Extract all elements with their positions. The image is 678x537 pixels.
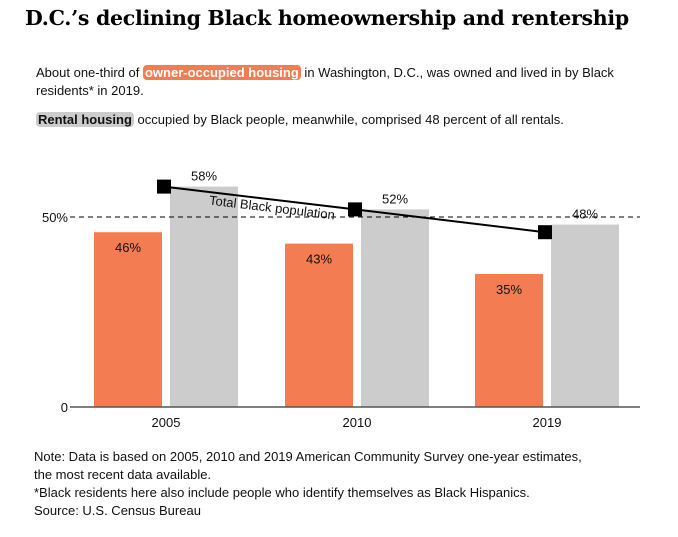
population-marker-2005 — [157, 179, 171, 194]
intro-paragraph-rental: Rental housing occupied by Black people,… — [36, 111, 676, 129]
bar-chart: 050% Total Black population 46%58%200543… — [42, 169, 640, 430]
intro-text: occupied by Black people, meanwhile, com… — [133, 112, 564, 127]
labels-group: 46% 58% 2005 43% 52% 2010 35% 48% 2019 — [115, 169, 598, 430]
rental-bar-2005 — [170, 186, 238, 407]
note-line: the most recent data available. — [34, 467, 212, 482]
owner-value-label: 46% — [115, 240, 141, 255]
population-marker-2019 — [538, 225, 552, 240]
chart-title: D.C.’s declining Black homeownership and… — [25, 6, 629, 30]
rental-value-label: 48% — [572, 207, 598, 222]
rental-value-label: 52% — [382, 191, 408, 206]
intro-paragraph-owner: About one-third of owner-occupied housin… — [36, 64, 636, 100]
footnote: *Black residents here also include peopl… — [34, 485, 530, 500]
note-line: Note: Data is based on 2005, 2010 and 20… — [34, 449, 582, 464]
owner-bar-2010 — [285, 243, 353, 407]
source-line: Source: U.S. Census Bureau — [34, 503, 201, 518]
rental-housing-highlight: Rental housing — [36, 112, 134, 127]
rental-bar-2010 — [361, 209, 429, 407]
owner-bar-2019 — [475, 274, 543, 407]
chart-notes: Note: Data is based on 2005, 2010 and 20… — [34, 448, 654, 520]
x-tick-label: 2019 — [533, 415, 562, 430]
y-tick-label: 0 — [61, 400, 68, 415]
rental-bar-2019 — [551, 224, 619, 407]
y-tick-label: 50% — [42, 210, 68, 225]
intro-text: About one-third of — [36, 65, 143, 80]
bars-group — [94, 186, 619, 407]
owner-value-label: 35% — [496, 282, 522, 297]
intro-text: in Washington, D.C., was owned and lived… — [36, 65, 614, 98]
population-marker-2010 — [348, 202, 362, 217]
axis-group: 0 50% — [42, 210, 640, 415]
owner-bar-2005 — [94, 232, 162, 407]
owner-value-label: 43% — [306, 252, 332, 267]
rental-value-label: 58% — [191, 169, 217, 184]
owner-occupied-highlight: owner-occupied housing — [142, 65, 301, 80]
x-tick-label: 2010 — [343, 415, 372, 430]
x-tick-label: 2005 — [152, 415, 181, 430]
